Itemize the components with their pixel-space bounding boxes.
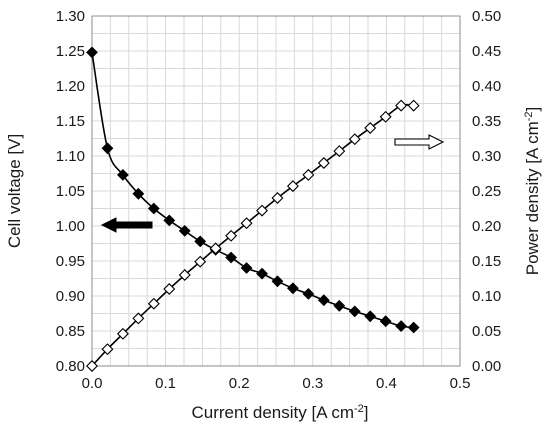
voltage-point [407,321,420,334]
left-axis-ticks: 0.80 0.85 0.90 0.95 1.00 1.05 1.10 1.15 1.20 1.25… [56,8,85,375]
power-point [116,327,129,340]
voltage-point [178,224,191,237]
power-point [194,255,207,268]
power-point [333,145,346,158]
voltage-point [348,305,361,318]
right-tick-label: 0.15 [472,253,501,270]
voltage-point [317,294,330,307]
voltage-point [225,251,238,264]
series-power-density [86,99,420,372]
left-tick-label: 1.10 [56,148,85,165]
x-tick-label: 0.3 [302,375,323,392]
right-tick-label: 0.00 [472,358,501,375]
right-tick-label: 0.20 [472,218,501,235]
voltage-point [101,142,114,155]
right-tick-label: 0.45 [472,43,501,60]
voltage-point [395,320,408,333]
left-tick-label: 0.90 [56,288,85,305]
left-tick-label: 0.85 [56,323,85,340]
power-point [364,122,377,134]
voltage-point [364,310,377,323]
power-point [407,99,420,112]
series-line [91,52,414,329]
power-point [317,157,330,169]
voltage-point [163,214,176,227]
power-point [132,312,145,325]
left-tick-label: 1.30 [56,8,85,25]
right-tick-label: 0.05 [472,323,501,340]
voltage-point [194,235,207,248]
left-tick-label: 1.15 [56,113,85,130]
left-tick-label: 0.80 [56,358,85,375]
left-tick-label: 1.25 [56,43,85,60]
left-axis-arrow [100,217,153,233]
right-tick-label: 0.50 [472,8,501,25]
right-tick-label: 0.10 [472,288,501,305]
voltage-point [302,287,315,300]
power-point [178,269,191,281]
power-point [240,217,253,230]
x-tick-label: 0.1 [155,375,176,392]
voltage-point [271,275,284,288]
right-tick-label: 0.25 [472,183,501,200]
voltage-point [86,46,98,59]
left-tick-label: 1.00 [56,218,85,235]
voltage-point [117,168,129,181]
x-tick-label: 0.0 [82,375,103,392]
left-tick-label: 1.20 [56,78,85,95]
x-tick-label: 0.5 [450,375,471,392]
voltage-point [240,262,253,274]
right-tick-label: 0.40 [472,78,501,95]
right-axis-arrow [394,134,445,150]
power-point [147,297,160,310]
right-tick-label: 0.30 [472,148,501,165]
gridlines [92,16,460,366]
series-cell-voltage [86,46,420,334]
right-axis-ticks: 0.00 0.05 0.10 0.15 0.20 0.25 0.30 0.35 0.40 0.45… [472,8,501,375]
axis-arrows [100,134,445,233]
voltage-point [132,187,145,200]
power-point [256,204,268,217]
power-point [86,360,98,372]
series-line [91,103,414,367]
power-point [395,99,408,112]
power-point [225,229,238,242]
voltage-point [379,315,392,328]
power-point [271,192,284,204]
voltage-point [333,299,346,312]
power-point [209,242,222,255]
left-axis-title: Cell voltage [V] [5,134,24,248]
left-tick-label: 1.05 [56,183,85,200]
power-point [163,283,176,295]
power-point [286,180,299,193]
voltage-point [256,267,268,280]
power-point [348,133,361,146]
x-axis-ticks: 0.0 0.1 0.2 0.3 0.4 0.5 [82,375,471,392]
power-point [302,168,315,181]
x-tick-label: 0.2 [229,375,250,392]
x-axis-title: Current density [A cm-2] [191,403,368,422]
plot-frame [91,15,461,367]
voltage-point [287,282,299,295]
voltage-point [147,202,160,215]
right-axis-title: Power density [A cm-2] [523,107,542,276]
power-point [101,343,114,356]
left-tick-label: 0.95 [56,253,85,270]
right-tick-label: 0.35 [472,113,501,130]
x-tick-label: 0.4 [376,375,397,392]
power-point [379,110,392,123]
